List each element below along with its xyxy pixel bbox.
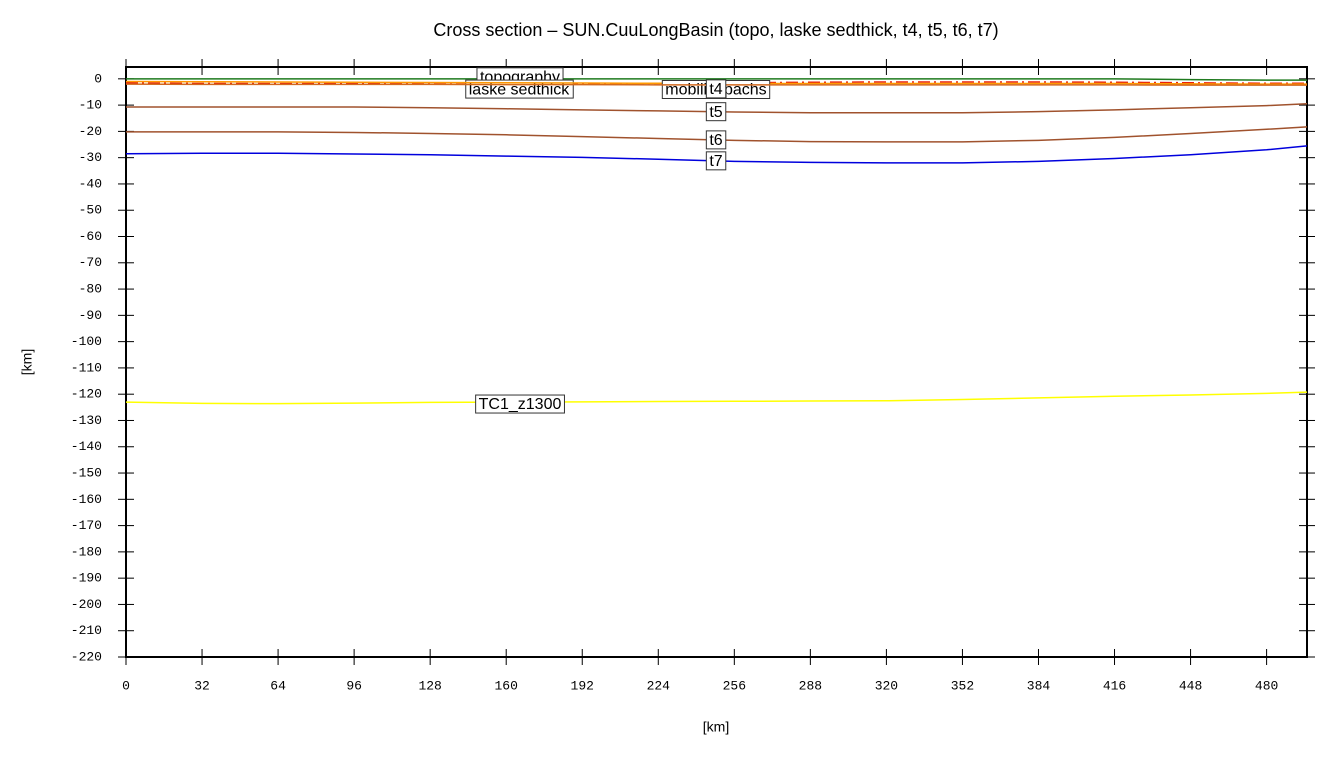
series-label-box [705,102,727,122]
x-tick-label: 64 [270,678,286,693]
y-tick-label: -10 [79,98,102,113]
chart-title: Cross section – SUN.CuuLongBasin (topo, … [433,20,998,40]
x-tick-label: 160 [494,678,517,693]
series-label-text: t5 [709,104,722,121]
x-tick-label: 480 [1255,678,1278,693]
y-tick-label: -150 [71,465,102,480]
y-tick-label: -170 [71,518,102,533]
plot-frame [125,66,1308,658]
y-tick-label: -200 [71,597,102,612]
series-label-text: laske sedthick [469,81,570,98]
y-tick-label: -60 [79,229,102,244]
series-line [126,78,1307,81]
x-tick-label: 0 [122,678,130,693]
series-label: TC1_z1300 [475,394,565,414]
y-tick-label: -110 [71,360,102,375]
x-tick-label: 192 [571,678,594,693]
y-tick-label: -30 [79,150,102,165]
series-line [125,83,1307,86]
y-tick-label: -180 [71,544,102,559]
y-tick-label: -20 [79,124,102,139]
x-tick-label: 32 [194,678,210,693]
series-line [125,81,1307,85]
series-label: t4 [705,79,727,99]
x-axis-label: [km] [703,719,729,735]
series-label-box [475,394,565,414]
y-tick-label: -140 [71,439,102,454]
y-tick-label: -120 [71,387,102,402]
series-line [125,391,1308,405]
y-tick-label: -210 [71,623,102,638]
x-tick-label: 224 [647,678,671,693]
y-tick-label: -90 [79,308,102,323]
series-label: t7 [705,151,727,171]
x-tick-label: 384 [1027,678,1051,693]
x-tick-label: 128 [418,678,441,693]
y-tick-label: -70 [79,255,102,270]
series-label: t5 [705,102,727,122]
y-tick-label: -80 [79,282,102,297]
series-line [125,145,1308,164]
series-label-text: t6 [709,132,722,149]
series-label-box [705,79,727,99]
y-tick-label: -40 [79,176,102,191]
y-tick-label: -130 [71,413,102,428]
y-tick-label: -190 [71,571,102,586]
series-label-box [705,151,727,171]
series-label: t6 [705,130,727,150]
x-tick-label: 416 [1103,678,1126,693]
y-axis-label: [km] [19,349,35,375]
x-tick-label: 96 [346,678,362,693]
series-label-text: TC1_z1300 [479,396,562,413]
y-tick-label: -160 [71,492,102,507]
x-tick-label: 256 [723,678,746,693]
y-tick-label: -50 [79,203,102,218]
y-tick-label: -100 [71,334,102,349]
series-label-text: t7 [709,153,722,170]
x-tick-label: 320 [875,678,898,693]
series-label-text: t4 [709,81,722,98]
series-line [126,126,1308,143]
y-tick-label: 0 [94,71,102,86]
y-tick-label: -220 [71,649,102,664]
series-line [126,103,1308,114]
x-tick-label: 288 [799,678,822,693]
series-label-box [705,130,727,150]
x-tick-label: 448 [1179,678,1202,693]
x-tick-label: 352 [951,678,974,693]
